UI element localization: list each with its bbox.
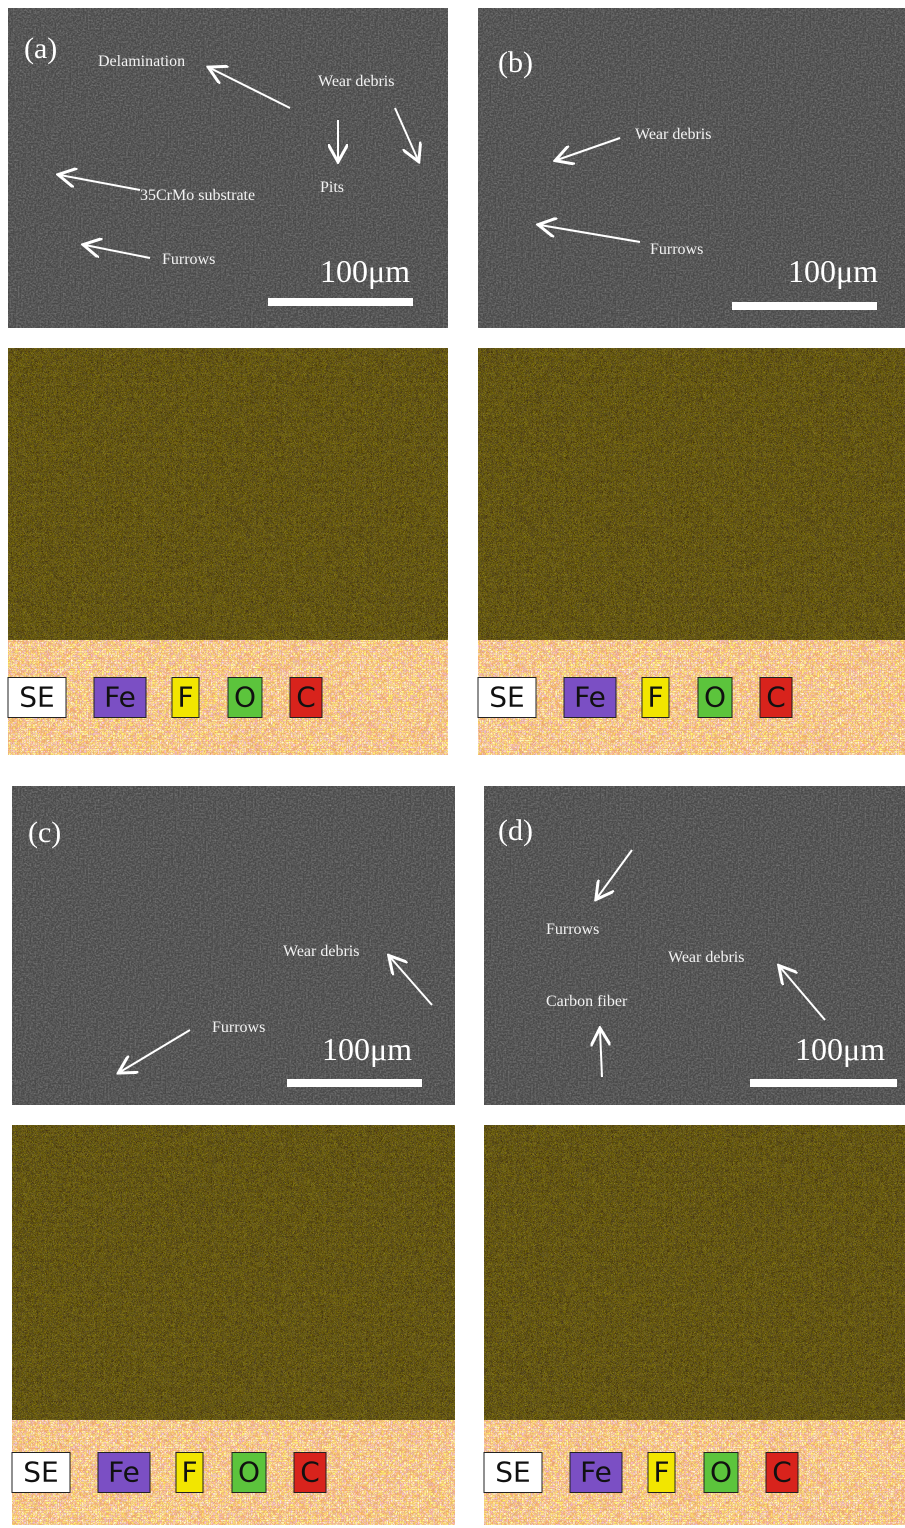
legend-label: O bbox=[238, 1456, 260, 1489]
annotation: Furrows bbox=[650, 241, 703, 258]
annotation: Furrows bbox=[162, 251, 215, 268]
eds-map bbox=[478, 348, 905, 640]
scale-label: 100μm bbox=[320, 253, 410, 289]
legend-label: F bbox=[181, 1456, 197, 1489]
panel-label: (b) bbox=[498, 46, 533, 79]
annotation: Pits bbox=[320, 179, 344, 196]
panel-label: (d) bbox=[498, 814, 533, 847]
legend-label: Fe bbox=[104, 681, 136, 714]
annotation: 35CrMo substrate bbox=[140, 187, 255, 204]
legend-label: O bbox=[234, 681, 256, 714]
legend-label: C bbox=[300, 1456, 320, 1489]
annotation: Wear debris bbox=[283, 943, 359, 960]
legend-label: O bbox=[704, 681, 726, 714]
eds-map bbox=[8, 348, 448, 640]
annotation: Carbon fiber bbox=[546, 993, 628, 1010]
legend-label: Fe bbox=[108, 1456, 140, 1489]
legend-label: F bbox=[653, 1456, 669, 1489]
annotation: Furrows bbox=[212, 1019, 265, 1036]
legend-label: C bbox=[772, 1456, 792, 1489]
legend-strip bbox=[478, 640, 905, 755]
annotation: Delamination bbox=[98, 53, 185, 70]
legend-label: Fe bbox=[580, 1456, 612, 1489]
panel: (c) Wear debris Furrows 100μm SE Fe F O C bbox=[12, 786, 455, 1525]
legend-strip bbox=[484, 1420, 905, 1525]
legend-label: O bbox=[710, 1456, 732, 1489]
eds-map bbox=[12, 1125, 455, 1420]
annotation: Wear debris bbox=[668, 949, 744, 966]
panel-label: (a) bbox=[24, 32, 57, 65]
legend-label: C bbox=[766, 681, 786, 714]
legend-label: C bbox=[296, 681, 316, 714]
legend-label: F bbox=[647, 681, 663, 714]
legend-label: SE bbox=[495, 1456, 530, 1489]
scale-label: 100μm bbox=[795, 1031, 885, 1067]
annotation: Wear debris bbox=[318, 73, 394, 90]
panel-label: (c) bbox=[28, 816, 61, 849]
legend-label: SE bbox=[489, 681, 524, 714]
figure: (a) Delamination Wear debris Pits 35CrMo sub… bbox=[0, 0, 905, 1528]
legend-label: SE bbox=[19, 681, 54, 714]
panel: (d) Furrows Wear debris Carbon fiber 100μm SE… bbox=[484, 786, 905, 1525]
legend-label: SE bbox=[23, 1456, 58, 1489]
scale-label: 100μm bbox=[322, 1031, 412, 1067]
eds-map bbox=[484, 1125, 905, 1420]
annotation: Wear debris bbox=[635, 126, 711, 143]
scale-label: 100μm bbox=[788, 253, 878, 289]
panel: (a) Delamination Wear debris Pits 35CrMo sub… bbox=[8, 8, 448, 755]
legend-label: Fe bbox=[574, 681, 606, 714]
panel: (b) Wear debris Furrows 100μm SE Fe F O C bbox=[478, 8, 905, 755]
annotation: Furrows bbox=[546, 921, 599, 938]
legend-label: F bbox=[177, 681, 193, 714]
